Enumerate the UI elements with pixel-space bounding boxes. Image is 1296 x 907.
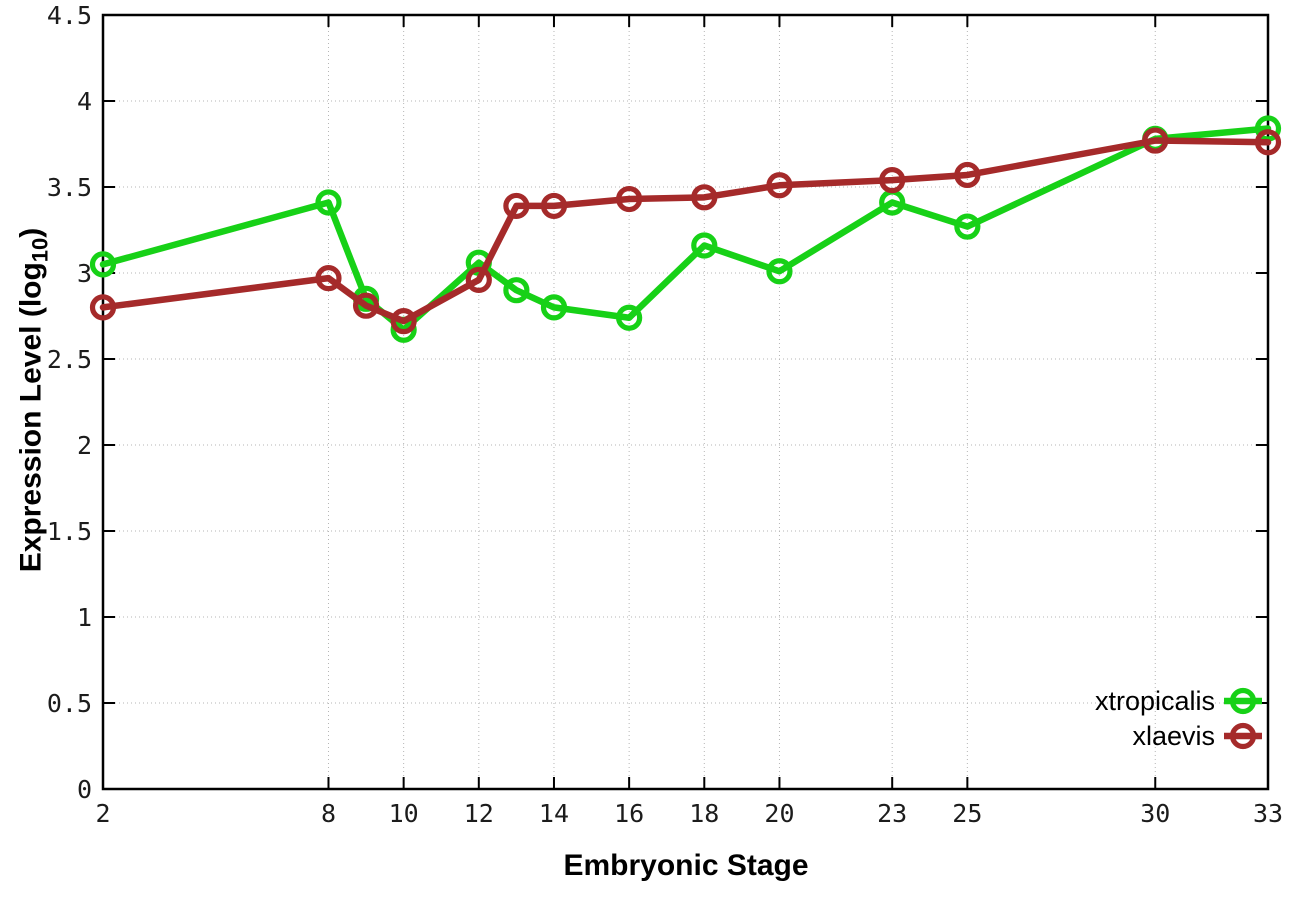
data-point-xtropicalis: [766, 258, 793, 285]
x-tick-label: 10: [389, 799, 419, 828]
plot-border: [101, 13, 1270, 791]
data-point-xlaevis: [89, 294, 117, 321]
y-tick-label: 4: [77, 87, 92, 116]
legend-marker-xtropicalis: [1229, 687, 1257, 715]
y-tick-label: 1: [77, 603, 92, 632]
x-axis-title: Embryonic Stage: [563, 849, 809, 882]
data-point-xtropicalis: [315, 189, 342, 216]
legend-marker-xlaevis: [1229, 722, 1257, 750]
y-tick-label: 4.5: [47, 1, 92, 30]
data-point-xtropicalis: [691, 232, 718, 259]
data-point-xtropicalis: [616, 304, 643, 331]
series-line-xtropicalis: [99, 125, 1272, 334]
x-tick-label: 25: [952, 799, 982, 828]
x-tick-label: 20: [764, 799, 794, 828]
data-point-xlaevis: [954, 161, 981, 189]
data-point-xtropicalis: [540, 294, 568, 321]
data-point-xtropicalis: [1254, 115, 1282, 142]
data-point-xtropicalis: [954, 213, 981, 240]
data-point-xlaevis: [1254, 129, 1282, 156]
y-tick-labels: 0 0.5 1 1.5 2 2.5 3 3.5 4 4.5: [47, 1, 92, 804]
x-tick-labels: 2 8 10 12 14 16 18 20 23 25 30 33: [95, 799, 1283, 828]
y-tick-label: 2.5: [47, 345, 92, 374]
x-tick-label: 16: [614, 799, 644, 828]
x-tick-label: 30: [1140, 799, 1170, 828]
data-point-xlaevis: [616, 185, 643, 213]
tick-marks: [102, 14, 1269, 790]
data-point-xlaevis: [503, 192, 530, 220]
y-tick-label: 3: [77, 259, 92, 288]
data-point-xlaevis: [766, 172, 793, 199]
data-series: [89, 115, 1282, 343]
y-tick-label: 0.5: [47, 689, 92, 718]
legend: xtropicalis xlaevis: [1095, 686, 1262, 751]
y-tick-label: 3.5: [47, 173, 92, 202]
y-axis-title-subscript: 10: [27, 237, 53, 263]
data-point-xlaevis: [691, 184, 718, 211]
x-tick-label: 12: [464, 799, 494, 828]
y-tick-label: 2: [77, 431, 92, 460]
y-axis-title-text: Expression Level (log: [14, 262, 48, 573]
legend-label-xtropicalis: xtropicalis: [1095, 686, 1215, 716]
data-point-xlaevis: [390, 308, 417, 335]
x-tick-label: 14: [539, 799, 569, 828]
data-point-xtropicalis: [89, 251, 117, 278]
y-tick-label: 0: [77, 775, 92, 804]
gridlines: [103, 15, 1268, 789]
data-point-xlaevis: [1142, 127, 1169, 154]
data-point-xlaevis: [315, 265, 342, 292]
legend-label-xlaevis: xlaevis: [1132, 721, 1215, 751]
y-axis-title-suffix: ): [14, 227, 48, 238]
x-tick-label: 8: [321, 799, 336, 828]
y-axis-title: Expression Level (log10): [15, 228, 54, 573]
data-point-xlaevis: [879, 167, 906, 194]
x-tick-label: 23: [877, 799, 907, 828]
x-tick-label: 33: [1253, 799, 1283, 828]
data-point-xlaevis: [352, 292, 380, 319]
x-tick-label: 2: [95, 799, 110, 828]
data-point-xtropicalis: [503, 277, 530, 304]
data-point-xlaevis: [540, 192, 568, 220]
y-tick-label: 1.5: [47, 517, 92, 546]
x-tick-label: 18: [689, 799, 719, 828]
data-point-xlaevis: [465, 266, 492, 293]
